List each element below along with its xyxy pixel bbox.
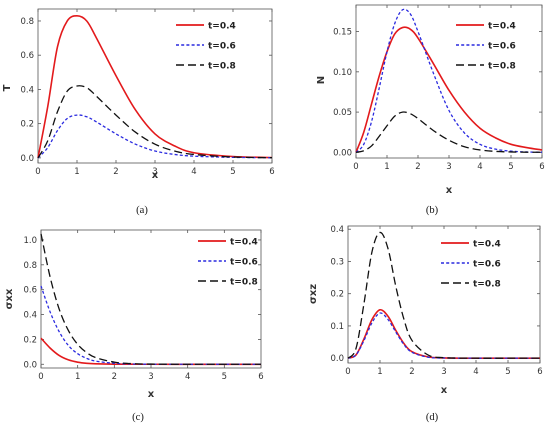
x-tick-label-c: 6 — [258, 372, 263, 382]
y-tick-label-a: 0.0 — [20, 154, 34, 164]
x-tick-label-a: 2 — [113, 167, 118, 177]
caption-a: (a) — [136, 205, 148, 216]
x-tick-label-d: 2 — [409, 367, 414, 377]
series-t06-line-a — [37, 114, 273, 159]
legend-label-t06-c: t=0.6 — [230, 258, 258, 268]
x-tick-label-b: 1 — [384, 162, 389, 172]
x-tick-label-b: 4 — [477, 162, 482, 172]
series-t06-line-b — [355, 8, 543, 153]
y-tick-label-c: 1.0 — [23, 236, 37, 246]
y-axis-label-c: σxx — [4, 288, 15, 309]
panel-c: (c) 0 1 2 3 4 5 6 0.0 0.2 0.4 0.6 0.8 1.0 x σxx t=0.4 t=… — [4, 229, 264, 423]
x-tick-label-c: 5 — [222, 372, 227, 382]
legend-label-t08-c: t=0.8 — [230, 278, 258, 288]
x-tick-label-a: 4 — [191, 167, 196, 177]
x-axis-label-b: x — [446, 185, 453, 196]
x-tick-label-d: 4 — [473, 367, 478, 377]
y-tick-label-c: 0.8 — [23, 261, 37, 271]
series-t08-line-c — [40, 233, 261, 365]
legend-label-t04-a: t=0.4 — [208, 22, 236, 32]
panel-b: (b) 0 1 2 3 4 5 6 0.00 0.05 0.10 0.15 x Nt=0.4 t=0.6 t… — [316, 4, 545, 216]
caption-b: (b) — [426, 205, 439, 216]
plot-frame-d — [347, 225, 541, 364]
legend-label-t06-d: t=0.6 — [473, 260, 501, 270]
x-tick-label-b: 5 — [508, 162, 513, 172]
panel-d: (d) 0 1 2 3 4 5 6 0.0 0.1 0.2 0.3 0.4 x σxz t=0.4 t=0.6… — [308, 225, 543, 423]
y-axis-label-a: T — [2, 84, 13, 91]
x-axis-label-a: x — [152, 170, 159, 181]
y-tick-label-a: 0.4 — [20, 85, 34, 95]
x-tick-label-a: 3 — [152, 167, 157, 177]
x-axis-label-c: x — [148, 389, 155, 400]
y-tick-label-d: 0.0 — [330, 354, 344, 364]
y-tick-label-a: 0.8 — [20, 17, 34, 27]
x-tick-label-c: 3 — [148, 372, 153, 382]
x-tick-label-d: 5 — [505, 367, 510, 377]
y-tick-label-b: 0.00 — [333, 148, 352, 158]
caption-c: (c) — [132, 412, 144, 423]
y-tick-label-b: 0.05 — [333, 108, 352, 118]
series-t08-line-a — [37, 85, 273, 159]
x-tick-label-d: 0 — [345, 367, 350, 377]
panel-a: (a) 0 1 2 3 4 5 6 0.0 0.2 0.4 0.6 0.8 x Tt=0.4 t=0.6 t=… — [2, 8, 275, 216]
y-tick-label-a: 0.6 — [20, 51, 34, 61]
legend-label-t06-b: t=0.6 — [488, 42, 516, 52]
y-tick-label-c: 0.2 — [23, 335, 37, 345]
series-t04-line-b — [355, 26, 543, 153]
x-tick-label-a: 1 — [74, 167, 79, 177]
x-tick-label-c: 4 — [185, 372, 190, 382]
x-tick-label-b: 3 — [446, 162, 451, 172]
series-t06-line-c — [40, 285, 261, 365]
x-tick-label-c: 2 — [112, 372, 117, 382]
x-tick-label-c: 1 — [75, 372, 80, 382]
y-tick-label-b: 0.15 — [333, 28, 352, 38]
y-axis-label-d: σxz — [308, 284, 319, 304]
x-tick-label-b: 0 — [353, 162, 358, 172]
legend-label-t06-a: t=0.6 — [208, 42, 236, 52]
x-tick-label-c: 0 — [38, 372, 43, 382]
x-axis-label-d: x — [441, 385, 448, 396]
y-tick-label-a: 0.2 — [20, 120, 34, 130]
legend-label-t04-d: t=0.4 — [473, 240, 501, 250]
x-tick-label-b: 2 — [415, 162, 420, 172]
x-tick-label-a: 5 — [230, 167, 235, 177]
legend-label-t08-a: t=0.8 — [208, 62, 236, 72]
caption-d: (d) — [426, 412, 439, 423]
y-tick-label-d: 0.3 — [330, 257, 344, 267]
y-tick-label-d: 0.2 — [330, 290, 344, 300]
x-tick-label-a: 6 — [269, 167, 274, 177]
x-tick-label-a: 0 — [35, 167, 40, 177]
series-t04-line-d — [347, 308, 540, 359]
plot-frame-a — [37, 8, 273, 164]
y-tick-label-d: 0.4 — [330, 225, 344, 235]
y-axis-label-b: N — [316, 76, 327, 84]
series-t04-line-a — [37, 15, 273, 159]
y-tick-label-b: 0.10 — [333, 68, 352, 78]
y-tick-label-c: 0.6 — [23, 286, 37, 296]
legend-label-t04-b: t=0.4 — [488, 22, 516, 32]
legend-label-t08-d: t=0.8 — [473, 280, 501, 290]
y-tick-label-c: 0.4 — [23, 311, 37, 321]
x-tick-label-d: 1 — [377, 367, 382, 377]
x-tick-label-d: 6 — [537, 367, 542, 377]
legend-label-t04-c: t=0.4 — [230, 238, 258, 248]
x-tick-label-d: 3 — [441, 367, 446, 377]
series-t08-line-b — [355, 111, 543, 153]
series-t06-line-d — [347, 312, 540, 359]
series-t08-line-d — [347, 231, 540, 359]
y-tick-label-c: 0.0 — [23, 360, 37, 370]
x-tick-label-b: 6 — [539, 162, 544, 172]
y-tick-label-d: 0.1 — [330, 322, 344, 332]
plot-frame-c — [40, 229, 262, 369]
legend-label-t08-b: t=0.8 — [488, 62, 516, 72]
